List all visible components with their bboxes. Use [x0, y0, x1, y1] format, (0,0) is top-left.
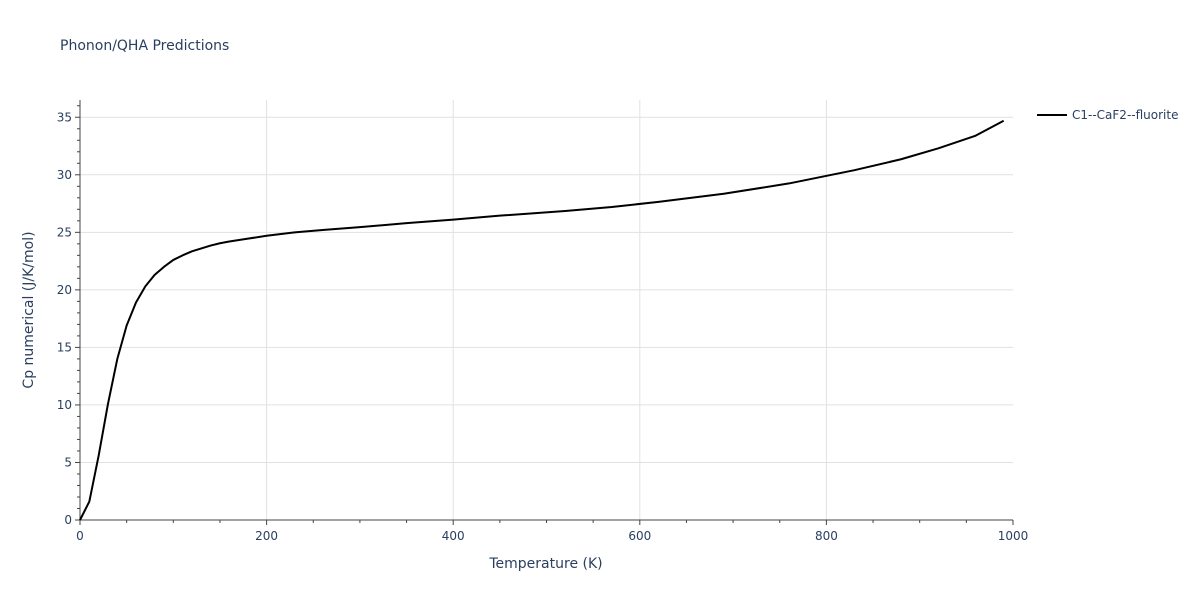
y-tick-label: 35	[57, 110, 72, 124]
series-line-0	[79, 119, 1005, 521]
legend-label-c1-caf2-fluorite: C1--CaF2--fluorite	[1072, 108, 1178, 122]
x-tick-label: 0	[76, 529, 84, 543]
y-tick-label: 25	[57, 225, 72, 239]
x-tick-label: 400	[442, 529, 465, 543]
x-axis-title: Temperature (K)	[488, 556, 602, 572]
axes	[79, 100, 1013, 521]
y-axis-title: Cp numerical (J/K/mol)	[21, 231, 37, 388]
x-tick-label: 600	[628, 529, 651, 543]
y-tick-label: 15	[57, 340, 72, 354]
y-tick-label: 0	[64, 513, 72, 527]
y-tick-label: 30	[57, 168, 72, 182]
y-tick-label: 10	[57, 398, 72, 412]
ticks: 0 200 400 600 800 1000 0 5 10 15 20 25 30 35	[57, 105, 1029, 543]
series-layer	[79, 119, 1005, 521]
grid	[80, 100, 1013, 520]
y-tick-label: 5	[64, 455, 72, 469]
y-tick-label: 20	[57, 283, 72, 297]
x-tick-label: 1000	[998, 529, 1029, 543]
x-tick-label: 200	[255, 529, 278, 543]
x-tick-label: 800	[815, 529, 838, 543]
legend[interactable]: C1--CaF2--fluorite	[1037, 108, 1178, 122]
chart-title: Phonon/QHA Predictions	[60, 38, 229, 54]
